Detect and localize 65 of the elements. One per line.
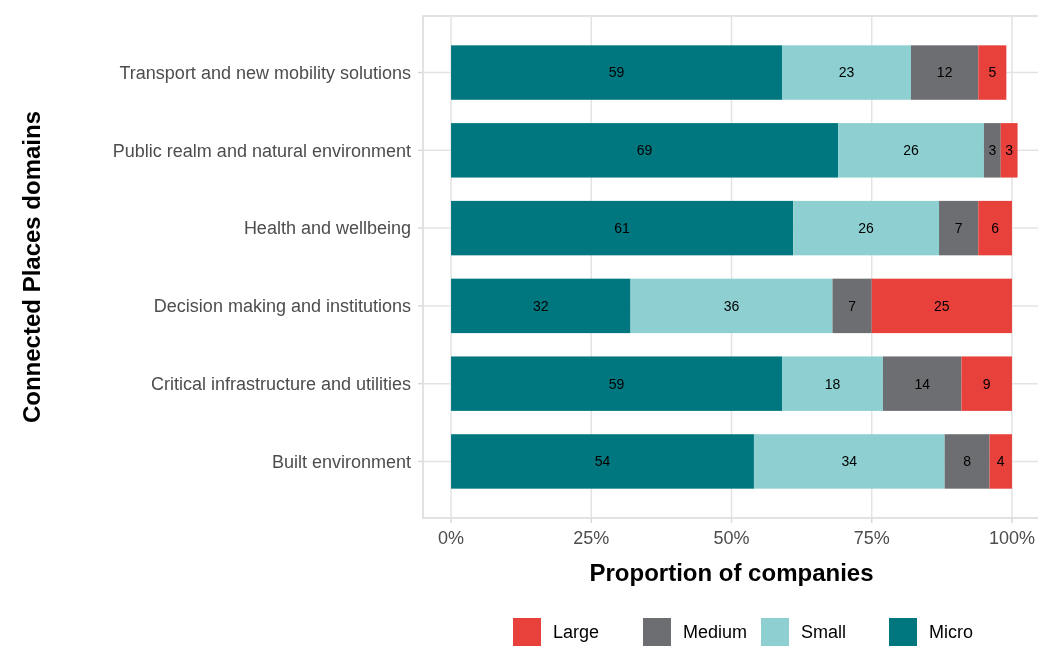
data-label: 61 <box>614 220 631 237</box>
data-label: 54 <box>594 453 611 470</box>
x-axis-title: Proportion of companies <box>589 559 874 586</box>
x-tick-label: 25% <box>573 528 610 548</box>
y-tick-label: Public realm and natural environment <box>112 140 411 161</box>
data-label: 36 <box>723 297 740 314</box>
bar <box>451 278 631 334</box>
bar <box>989 434 1012 489</box>
bar <box>871 278 1012 334</box>
x-tick-label: 100% <box>988 528 1035 548</box>
x-tick-label: 75% <box>853 528 890 548</box>
bar <box>451 123 839 178</box>
data-label: 14 <box>914 375 931 392</box>
bar <box>983 123 1001 178</box>
data-label: 8 <box>963 453 972 470</box>
data-label: 34 <box>841 453 858 470</box>
bar <box>838 123 984 178</box>
data-label: 69 <box>636 142 653 159</box>
bar <box>910 45 979 100</box>
data-label: 6 <box>991 220 1000 237</box>
bar <box>961 356 1012 411</box>
data-label: 59 <box>608 375 625 392</box>
y-tick-label: Critical infrastructure and utilities <box>150 373 411 394</box>
data-label: 23 <box>838 64 855 81</box>
bar <box>630 278 833 334</box>
data-label: 26 <box>858 220 875 237</box>
legend-label: Micro <box>929 622 973 643</box>
data-label: 3 <box>988 142 997 159</box>
data-label: 3 <box>1005 142 1014 159</box>
data-label: 59 <box>608 64 625 81</box>
bar <box>978 45 1007 100</box>
x-tick-label: 0% <box>438 528 465 548</box>
bar <box>753 434 945 489</box>
y-tick-label: Decision making and institutions <box>153 296 411 317</box>
bar <box>944 434 990 489</box>
legend-label: Small <box>801 622 847 643</box>
bar <box>451 45 782 100</box>
data-label: 9 <box>982 375 991 392</box>
y-tick-label: Built environment <box>271 451 411 472</box>
bar <box>781 356 883 411</box>
data-label: 26 <box>903 142 919 159</box>
data-label: 7 <box>848 297 857 314</box>
y-axis-title: Connected Places domains <box>18 110 45 424</box>
bar <box>451 356 782 411</box>
bar <box>939 200 979 256</box>
data-label: 32 <box>533 297 549 314</box>
bar <box>882 356 962 411</box>
data-label: 4 <box>996 453 1005 470</box>
bar <box>832 278 872 334</box>
data-label: 12 <box>936 64 953 81</box>
data-label: 18 <box>824 375 841 392</box>
data-label: 7 <box>954 220 963 237</box>
data-label: 25 <box>934 297 950 314</box>
y-tick-label: Health and wellbeing <box>243 218 411 239</box>
bar <box>793 200 940 256</box>
data-label: 5 <box>988 64 997 81</box>
legend-label: Large <box>553 622 600 643</box>
bar <box>451 200 794 256</box>
bar <box>451 434 754 489</box>
bar <box>781 45 911 100</box>
bar <box>1000 123 1018 178</box>
legend-label: Medium <box>683 622 748 643</box>
y-tick-label: Transport and new mobility solutions <box>119 62 411 83</box>
bar <box>978 200 1012 256</box>
x-tick-label: 50% <box>713 528 750 548</box>
